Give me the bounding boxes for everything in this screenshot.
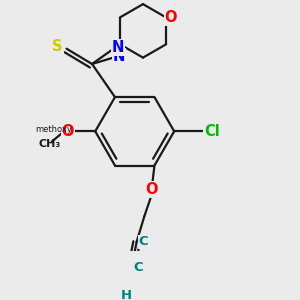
Text: N: N bbox=[112, 40, 124, 55]
Text: O: O bbox=[164, 10, 177, 25]
Text: S: S bbox=[52, 39, 63, 54]
Text: N: N bbox=[113, 49, 125, 64]
Text: CH₃: CH₃ bbox=[39, 139, 61, 148]
Text: methoxy: methoxy bbox=[35, 125, 72, 134]
Text: C: C bbox=[133, 261, 143, 274]
Text: O: O bbox=[146, 182, 158, 197]
Text: C: C bbox=[138, 236, 148, 248]
Text: H: H bbox=[121, 289, 132, 300]
Text: O: O bbox=[61, 124, 74, 139]
Text: Cl: Cl bbox=[204, 124, 220, 139]
